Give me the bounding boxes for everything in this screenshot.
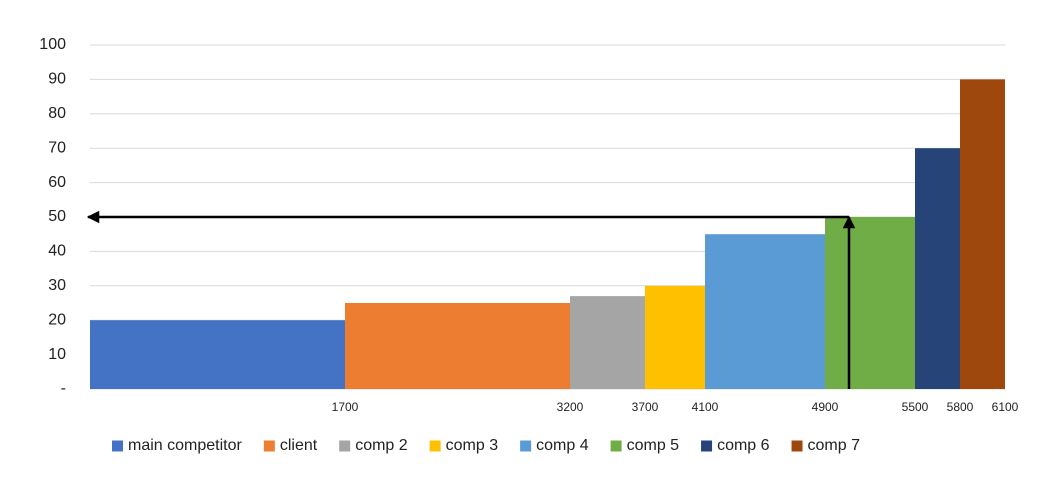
legend-label: comp 5 [627,437,680,454]
legend-swatch [701,440,713,452]
y-tick-label: 80 [48,105,66,122]
x-tick-label: 5500 [902,400,929,414]
bar [705,234,825,389]
x-tick-label: 6100 [992,400,1019,414]
x-tick-label: 4100 [692,400,719,414]
legend-label: comp 6 [717,437,770,454]
legend-label: comp 4 [536,437,589,454]
y-tick-label: 50 [48,208,66,225]
legend-label: main competitor [128,437,242,454]
legend-swatch [610,440,622,452]
legend-swatch [791,440,803,452]
y-tick-label: 90 [48,71,66,88]
y-tick-label: 70 [48,139,66,156]
x-tick-label: 3200 [557,400,584,414]
legend-label: comp 3 [446,437,499,454]
y-tick-label: 40 [48,243,66,260]
bar [915,148,960,389]
bar [570,296,645,389]
x-tick-label: 1700 [332,400,359,414]
y-tick-label: 60 [48,174,66,191]
legend-swatch [339,440,351,452]
y-tick-label: 30 [48,277,66,294]
x-tick-label: 5800 [947,400,974,414]
y-tick-label: 100 [39,36,66,53]
y-tick-label: 20 [48,311,66,328]
bar [960,79,1005,390]
legend-swatch [112,440,123,452]
legend-swatch [263,440,275,452]
y-tick-label: - [61,380,66,397]
x-tick-label: 4900 [812,400,839,414]
legend-label: comp 7 [808,437,861,454]
bar [825,217,915,389]
legend-label: comp 2 [355,437,408,454]
legend-label: client [280,437,318,454]
y-tick-label: 10 [48,346,66,363]
legend-swatch [520,440,532,452]
bar [345,303,570,389]
x-tick-label: 3700 [632,400,659,414]
legend-swatch [429,440,441,452]
bar [645,285,705,389]
bar [90,320,345,389]
